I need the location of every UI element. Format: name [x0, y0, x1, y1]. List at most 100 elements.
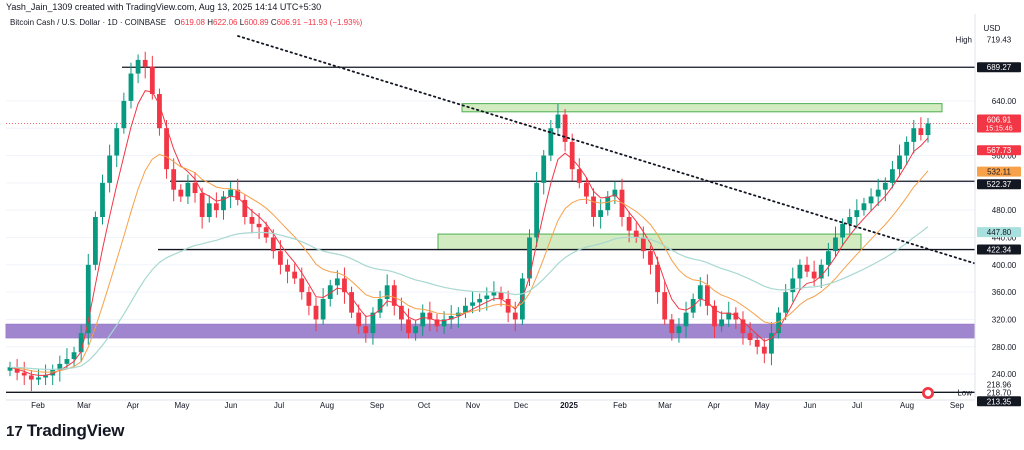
candle-body [57, 363, 63, 370]
x-tick-label: Aug [900, 401, 914, 410]
candle-body [875, 189, 881, 197]
candle-body [299, 278, 305, 293]
candle-body [228, 189, 234, 197]
price-tag-plain [977, 379, 1021, 390]
candle-body [904, 141, 910, 156]
candle-body [747, 333, 753, 340]
zone-green [461, 103, 943, 113]
candle-body [825, 251, 831, 265]
candle-body [178, 189, 184, 197]
x-tick-label: Mar [77, 401, 91, 410]
chart-area[interactable]: USD640.00600.00560.00520.00480.00440.004… [0, 14, 1024, 414]
candle-body [50, 369, 56, 376]
x-tick-label: Feb [31, 401, 45, 410]
candle-body [71, 352, 77, 360]
candle-body [164, 128, 169, 170]
candle-body [562, 114, 568, 142]
price-tag-caption: High [956, 36, 972, 45]
candle-body [334, 278, 340, 286]
candle-body [114, 128, 120, 156]
candle-body [719, 319, 725, 327]
candle-body [584, 182, 589, 197]
price-tag-teal [977, 227, 1021, 238]
candle-body [911, 128, 917, 142]
candle-body [776, 312, 781, 334]
x-tick-label: Sep [370, 401, 385, 410]
price-tag-value: 719.43 [987, 36, 1012, 45]
candle-body [804, 264, 810, 272]
candle-body [149, 66, 155, 95]
x-tick-label: Sep [950, 401, 965, 410]
candle-body [278, 251, 283, 265]
close-label: C [270, 18, 277, 27]
high-label: H [207, 18, 213, 27]
candle-body [235, 189, 241, 200]
candle-body [43, 375, 48, 378]
candle-body [754, 339, 760, 347]
author-line: Yash_Jain_1309 created with TradingView.… [6, 2, 322, 12]
candle-body [897, 155, 902, 170]
symbol-legend: Bitcoin Cash / U.S. Dollar · 1D · COINBA… [10, 18, 362, 27]
candle-body [363, 326, 369, 334]
y-tick-label: 560.00 [992, 152, 1017, 161]
candle-body [918, 128, 924, 136]
candle-body [527, 237, 532, 279]
candle-body [306, 292, 312, 306]
candle-body [384, 285, 390, 299]
candle-body [704, 285, 710, 306]
price-tag-red2 [977, 145, 1021, 156]
price-axis [975, 14, 1024, 414]
ema-mid-line [9, 153, 929, 373]
candle-body [498, 292, 504, 299]
price-tag-countdown: 15:15:46 [985, 125, 1012, 132]
candle-body [85, 264, 91, 334]
candle-body [484, 295, 490, 299]
candle-body [548, 128, 554, 156]
candle-body [28, 375, 34, 380]
price-tag-value: 689.27 [987, 63, 1012, 72]
candle-body [249, 217, 255, 224]
price-tag-value: 606.91 [987, 115, 1012, 124]
candle-body [605, 196, 611, 211]
candle-body [349, 292, 354, 313]
candle-body [100, 182, 105, 217]
change-value: −11.93 (−1.93%) [303, 18, 363, 27]
candle-body [833, 237, 838, 252]
x-tick-label: Apr [127, 401, 140, 410]
ema-slow-line [9, 226, 929, 370]
high-value: 622.06 [213, 18, 238, 27]
candle-body [840, 223, 846, 238]
candle-body [427, 312, 433, 320]
candle-body [847, 217, 853, 224]
candle-body [591, 196, 596, 217]
price-chart[interactable]: USD640.00600.00560.00520.00480.00440.004… [0, 14, 1024, 414]
x-tick-label: May [174, 401, 189, 410]
candle-body [327, 285, 333, 299]
x-tick-label: Dec [514, 401, 528, 410]
candle-body [21, 372, 27, 376]
candle-body [783, 292, 789, 313]
candle-body [406, 319, 411, 334]
y-tick-label: 480.00 [992, 206, 1017, 215]
y-tick-label: 240.00 [992, 370, 1017, 379]
y-tick-label: 640.00 [992, 97, 1017, 106]
price-tag-value: 213.35 [987, 397, 1012, 406]
candle-body [925, 123, 931, 136]
price-tag-value: 218.96 [987, 380, 1012, 389]
candle-body [882, 182, 888, 190]
candle-body [441, 319, 447, 327]
candle-body [36, 377, 41, 380]
candle-body [683, 312, 689, 327]
candle-body [242, 199, 248, 217]
trendline [237, 35, 976, 265]
y-tick-label: 400.00 [992, 261, 1017, 270]
candle-body [313, 305, 319, 320]
x-tick-label: Jul [852, 401, 862, 410]
candle-body [391, 285, 397, 306]
candle-body [477, 298, 483, 303]
price-tag-plain [977, 387, 1021, 398]
candle-body [470, 302, 475, 306]
candle-body [569, 141, 575, 170]
candle-body [740, 319, 746, 334]
candle-body [356, 312, 362, 327]
